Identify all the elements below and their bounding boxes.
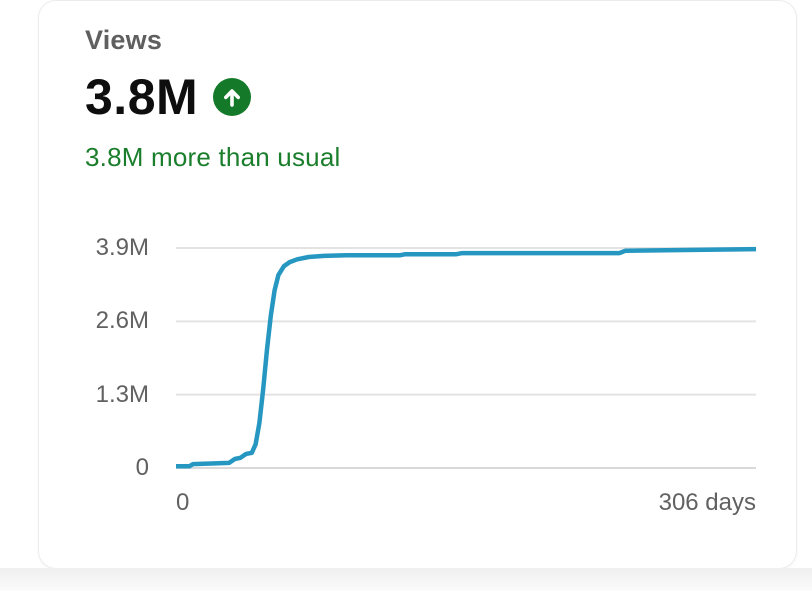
y-axis-tick-label: 0 [135, 454, 149, 481]
views-chart: 3.9M 2.6M 1.3M 0 0 306 days [39, 226, 798, 546]
arrow-up-circle-icon [213, 78, 252, 116]
views-series-line [176, 246, 756, 469]
metric-value: 3.8M [85, 69, 199, 125]
x-axis-end-label: 306 days [658, 489, 756, 516]
y-axis-tick-label: 3.9M [95, 234, 149, 261]
x-axis-start-label: 0 [176, 489, 190, 516]
views-analytics-card[interactable]: Views 3.8M 3.8M more than usual 3.9M 2.6… [38, 0, 797, 569]
page-background-strip [0, 568, 812, 591]
y-axis-tick-label: 1.3M [95, 381, 149, 408]
metric-row: 3.8M [85, 72, 796, 122]
delta-text: 3.8M more than usual [85, 142, 341, 172]
card-header: Views 3.8M 3.8M more than usual [39, 1, 796, 173]
y-axis-tick-label: 2.6M [95, 307, 149, 334]
views-chart-plot[interactable] [176, 231, 756, 481]
card-title: Views [85, 25, 163, 55]
